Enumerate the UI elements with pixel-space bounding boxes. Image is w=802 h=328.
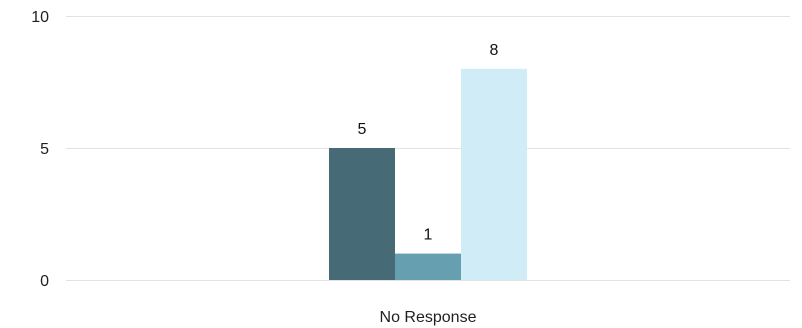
y-tick-label-0: 0: [40, 273, 49, 290]
bars: [329, 68, 527, 280]
y-tick-label-5: 5: [40, 141, 49, 158]
bar-series-3-no-response: [461, 68, 527, 280]
bar-series-2-no-response: [395, 253, 461, 280]
gridlines: [66, 16, 790, 281]
data-label-series-2: 1: [424, 227, 433, 244]
y-tick-label-10: 10: [31, 9, 49, 26]
data-label-series-1: 5: [358, 121, 367, 138]
data-labels: 5 1 8: [358, 42, 499, 244]
bar-series-1-no-response: [329, 148, 395, 280]
x-category-label: No Response: [380, 309, 477, 326]
x-axis-category-labels: No Response: [380, 309, 477, 326]
y-axis-tick-labels: 0 5 10: [31, 9, 49, 290]
data-label-series-3: 8: [490, 42, 499, 59]
